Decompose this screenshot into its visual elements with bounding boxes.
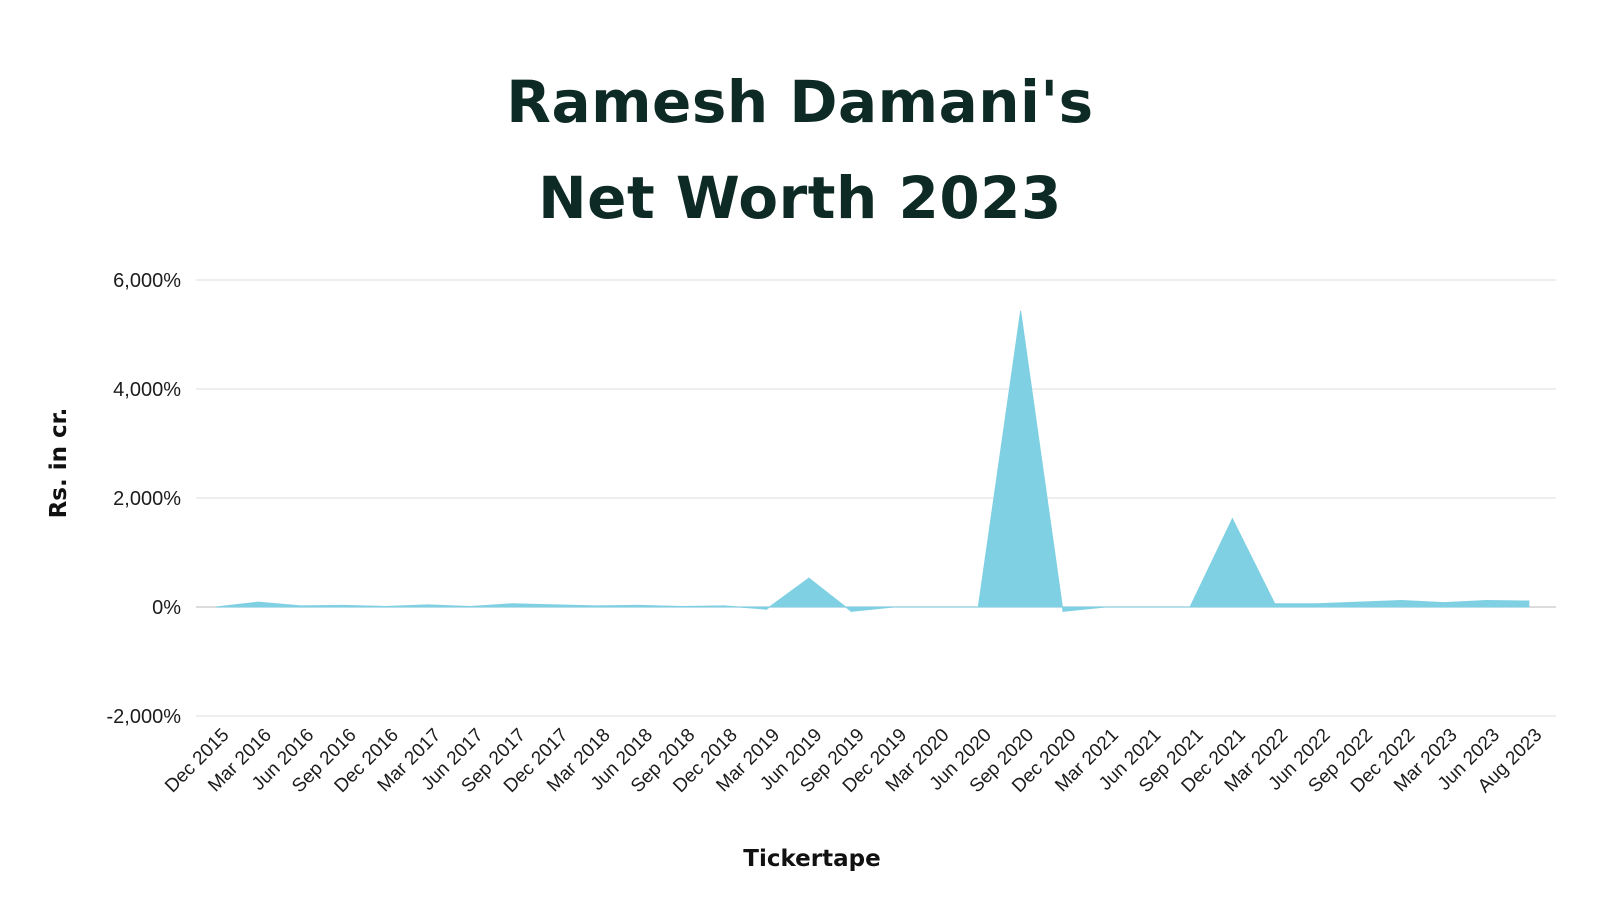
data-point bbox=[1528, 600, 1530, 602]
data-area bbox=[215, 310, 1530, 612]
y-axis-label: Rs. in cr. bbox=[46, 408, 72, 519]
chart-title-line-1: Ramesh Damani's bbox=[506, 68, 1094, 136]
x-axis-label: Tickertape bbox=[743, 846, 880, 872]
data-point bbox=[850, 610, 852, 612]
data-point bbox=[893, 606, 895, 608]
y-tick-label: 0% bbox=[152, 597, 181, 619]
data-point bbox=[1104, 606, 1106, 608]
data-point bbox=[808, 577, 810, 579]
y-axis-ticks: 6,000% 4,000% 2,000% 0% -2,000% bbox=[107, 270, 182, 728]
data-point bbox=[1401, 599, 1403, 601]
data-point bbox=[723, 605, 725, 607]
data-point bbox=[681, 605, 683, 607]
data-point bbox=[300, 605, 302, 607]
data-point bbox=[1231, 518, 1233, 520]
data-point bbox=[1443, 602, 1445, 604]
chart-title-line-2: Net Worth 2023 bbox=[538, 164, 1062, 232]
y-tick-label: 4,000% bbox=[113, 379, 181, 401]
y-tick-label: -2,000% bbox=[107, 706, 182, 728]
data-point bbox=[1486, 599, 1487, 601]
data-point bbox=[1316, 603, 1318, 605]
data-point bbox=[554, 604, 556, 606]
data-point bbox=[384, 605, 386, 607]
y-tick-label: 6,000% bbox=[113, 270, 181, 292]
data-point bbox=[427, 604, 429, 606]
data-point bbox=[1062, 610, 1064, 612]
data-point bbox=[257, 601, 259, 603]
data-point bbox=[1147, 606, 1149, 608]
series-area bbox=[215, 310, 1530, 612]
data-point bbox=[215, 606, 217, 608]
data-point bbox=[977, 606, 979, 608]
data-point bbox=[1189, 606, 1191, 608]
data-point bbox=[935, 606, 937, 608]
data-point bbox=[1358, 601, 1360, 603]
gridlines bbox=[196, 279, 1556, 717]
data-point bbox=[639, 604, 640, 606]
data-point bbox=[511, 603, 513, 605]
data-point bbox=[1020, 310, 1022, 312]
chart-title: Ramesh Damani's Net Worth 2023 bbox=[0, 54, 1600, 246]
data-point bbox=[342, 604, 344, 606]
data-point bbox=[469, 605, 471, 607]
data-point bbox=[1274, 603, 1276, 605]
y-tick-label: 2,000% bbox=[113, 488, 181, 510]
data-point bbox=[596, 605, 598, 607]
data-point bbox=[766, 608, 768, 610]
